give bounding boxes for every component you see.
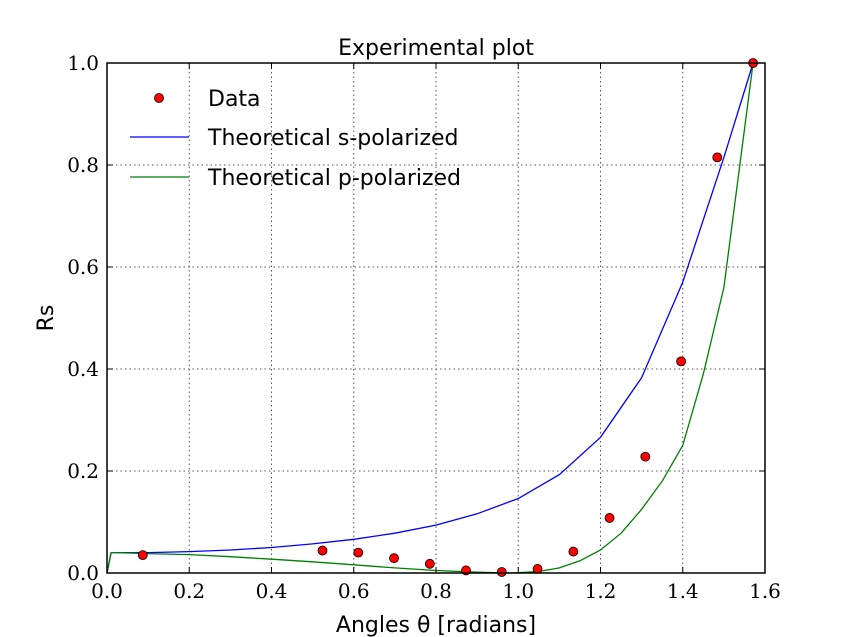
plot-series: [106, 58, 758, 577]
x-tick-label: 0.6: [338, 579, 370, 603]
x-tick-label: 1.6: [749, 579, 781, 603]
legend-marker: [154, 93, 164, 103]
data-point: [532, 564, 543, 574]
y-tick-label: 0.4: [67, 357, 99, 381]
chart-title: Experimental plot: [338, 36, 534, 61]
ticks: 0.0 0.2 0.4 0.6 0.8 1.0 1.2 1.4 1.6 0.0 0.2 0.4 0.6 0…: [67, 51, 781, 603]
data-point: [317, 545, 328, 556]
legend-label: Theoretical p-polarized: [207, 166, 461, 191]
data-point: [353, 547, 364, 558]
x-tick-label: 0.8: [420, 579, 452, 603]
data-point: [712, 152, 723, 163]
x-tick-label: 0.0: [91, 579, 123, 603]
y-tick-label: 0.6: [67, 255, 99, 279]
x-tick-label: 0.2: [173, 579, 205, 603]
series-line: [106, 62, 754, 574]
legend-label: Data: [208, 87, 261, 112]
data-point: [640, 451, 651, 462]
legend: Data Theoretical s-polarized Theoretical p…: [130, 87, 461, 191]
data-point: [604, 513, 615, 523]
legend-label: Theoretical s-polarized: [207, 126, 459, 151]
x-tick-label: 1.2: [585, 579, 617, 603]
y-tick-label: 0.0: [67, 561, 99, 585]
x-axis-label: Angles θ [radians]: [336, 613, 536, 637]
data-point: [137, 550, 148, 561]
y-tick-label: 0.2: [67, 459, 99, 483]
data-point: [568, 546, 579, 557]
y-axis-label: Rs: [34, 305, 59, 332]
y-tick-label: 1.0: [67, 51, 99, 75]
data-point: [496, 567, 507, 577]
x-tick-label: 1.0: [502, 579, 534, 603]
data-point: [424, 558, 435, 569]
x-tick-label: 1.4: [667, 579, 699, 603]
x-tick-label: 0.4: [256, 579, 288, 603]
data-point: [389, 553, 399, 564]
y-tick-label: 0.8: [67, 153, 99, 177]
data-point: [676, 356, 687, 367]
